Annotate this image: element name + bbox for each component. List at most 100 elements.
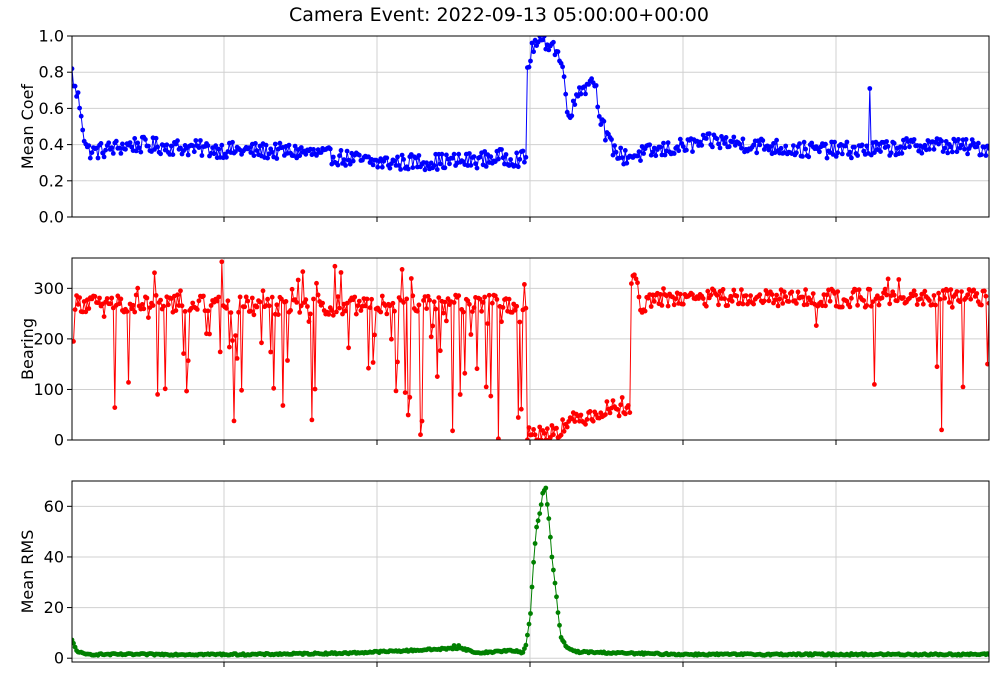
data-point [117, 145, 122, 151]
data-point [855, 302, 860, 308]
data-point [254, 304, 260, 310]
data-point [604, 399, 610, 404]
data-point [94, 145, 99, 151]
data-point [422, 167, 428, 173]
data-point [468, 162, 474, 168]
data-point [867, 287, 873, 292]
data-point [101, 314, 107, 319]
data-point [245, 298, 251, 304]
data-point [363, 303, 368, 309]
data-point [334, 309, 339, 315]
data-point [201, 293, 206, 299]
data-point [132, 136, 138, 141]
data-point [153, 293, 159, 298]
data-point [523, 154, 529, 160]
data-point [564, 424, 570, 430]
data-point [619, 395, 625, 400]
data-point [769, 292, 775, 297]
data-point [919, 291, 925, 297]
data-point [72, 66, 75, 72]
data-point [589, 76, 594, 82]
data-point [942, 295, 948, 301]
data-point [120, 141, 125, 147]
data-point [410, 165, 416, 171]
y-tick-label: 200 [33, 329, 64, 348]
y-tick-label: 300 [33, 279, 64, 298]
data-point [875, 293, 880, 299]
data-point [457, 392, 463, 397]
data-point [684, 147, 689, 153]
data-point [864, 143, 870, 149]
data-point [309, 417, 315, 423]
y-tick-label: 1.0 [39, 27, 64, 46]
data-point [110, 151, 116, 156]
data-point [939, 138, 944, 144]
data-point [456, 151, 462, 157]
data-point [833, 154, 839, 159]
data-point [823, 303, 828, 309]
data-point [129, 144, 135, 150]
data-point [402, 390, 408, 395]
data-point [872, 150, 877, 156]
data-point [529, 584, 535, 590]
series-3 [72, 485, 989, 658]
data-point [625, 403, 631, 408]
data-point [425, 293, 431, 299]
data-point [598, 122, 604, 127]
data-point [248, 150, 254, 155]
data-point [118, 151, 124, 156]
data-point [538, 502, 544, 507]
data-point [231, 418, 237, 424]
data-point [219, 142, 225, 148]
data-point [960, 384, 966, 390]
data-point [677, 291, 683, 297]
data-point [824, 155, 830, 161]
data-point [927, 146, 932, 152]
data-point [818, 299, 824, 305]
data-point [986, 146, 989, 151]
data-point [609, 137, 614, 142]
data-point [879, 295, 885, 301]
data-point [107, 301, 113, 307]
data-point [474, 366, 480, 372]
data-point [810, 291, 816, 296]
data-point [610, 152, 616, 158]
data-point [442, 299, 448, 305]
data-point [690, 292, 695, 297]
data-point [74, 94, 79, 99]
data-point [548, 534, 553, 540]
data-point [739, 287, 744, 293]
data-point [211, 151, 217, 157]
data-point [911, 288, 917, 294]
data-point [983, 293, 989, 299]
series-1 [72, 36, 989, 173]
data-point [971, 287, 977, 293]
data-point [690, 149, 695, 155]
data-point [985, 361, 989, 367]
data-point [95, 300, 101, 306]
series-2 [72, 259, 989, 440]
data-point [486, 292, 492, 298]
data-point [72, 640, 76, 646]
data-point [155, 144, 161, 150]
data-point [523, 642, 529, 648]
data-point [849, 155, 854, 161]
data-point [839, 151, 845, 157]
data-point [181, 351, 187, 356]
data-point [723, 135, 729, 140]
data-point [541, 430, 547, 436]
data-point [975, 140, 981, 146]
data-point [162, 386, 168, 392]
data-point [624, 160, 630, 166]
data-point [329, 308, 335, 313]
data-point [520, 148, 526, 154]
data-point [404, 296, 410, 302]
data-point [191, 149, 197, 155]
data-point [266, 303, 272, 309]
data-point [558, 432, 564, 438]
data-point [887, 301, 893, 307]
data-point [748, 293, 753, 299]
data-point [254, 148, 260, 154]
data-point [447, 161, 452, 167]
data-point [315, 292, 321, 298]
